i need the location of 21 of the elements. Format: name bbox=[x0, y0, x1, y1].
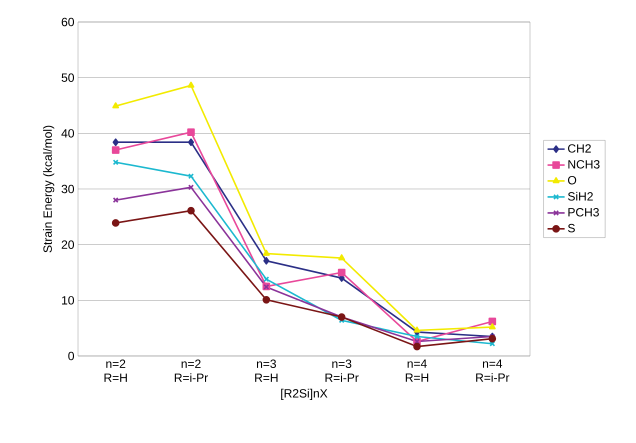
x-tick-label: n=2 R=i-Pr bbox=[174, 360, 208, 382]
y-tick-label: 40 bbox=[61, 129, 74, 138]
legend-label: SiH2 bbox=[568, 192, 593, 201]
legend-label: S bbox=[568, 224, 575, 232]
y-tick-label: 0 bbox=[68, 352, 74, 360]
legend-label: NCH3 bbox=[568, 160, 600, 169]
legend-label: PCH3 bbox=[568, 208, 599, 217]
x-tick-label: n=3 R=i-Pr bbox=[325, 360, 359, 382]
legend-label: O bbox=[568, 176, 576, 184]
y-tick-label: 30 bbox=[62, 184, 74, 194]
x-tick-label: n=2 R=H bbox=[104, 360, 127, 382]
y-tick-label: 10 bbox=[62, 296, 74, 305]
x-tick-label: n=4 R=i-Pr bbox=[476, 360, 510, 382]
y-tick-label: 60 bbox=[62, 18, 74, 26]
x-tick-label: n=4 R=H bbox=[406, 360, 428, 382]
legend-label: CH2 bbox=[568, 144, 591, 153]
x-axis-title: [R2Si]nX bbox=[281, 388, 328, 400]
y-tick-label: 20 bbox=[62, 240, 74, 249]
x-tick-label: n=3 R=H bbox=[255, 360, 278, 382]
y-axis-title: Strain Energy (kcal/mol) bbox=[43, 126, 54, 252]
y-tick-label: 50 bbox=[62, 73, 74, 82]
